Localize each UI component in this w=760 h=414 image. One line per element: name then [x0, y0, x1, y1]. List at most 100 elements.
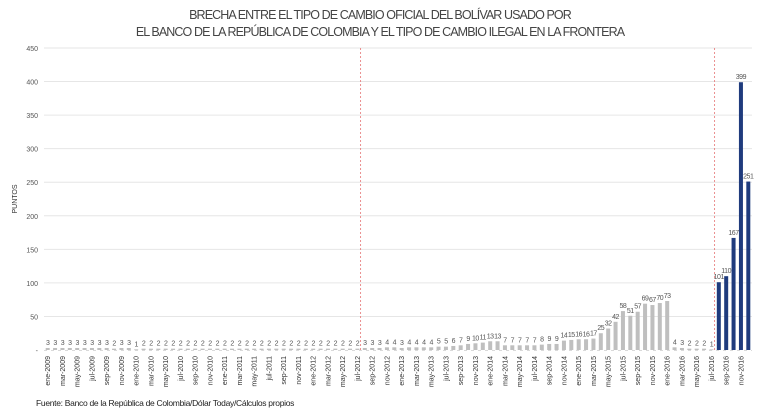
data-label: 15 — [568, 332, 575, 339]
bar — [429, 347, 434, 350]
bar — [488, 341, 493, 350]
x-tick-label: sep-2011 — [281, 356, 288, 385]
bar — [207, 348, 212, 350]
data-label: 7 — [459, 337, 463, 344]
data-label: 3 — [90, 340, 94, 347]
data-label: 2 — [230, 341, 234, 348]
data-label: 3 — [378, 340, 382, 347]
data-label: 2 — [289, 341, 293, 348]
bar — [53, 347, 58, 350]
bar — [67, 347, 72, 350]
bar — [576, 339, 581, 350]
data-label: 6 — [452, 338, 456, 345]
x-tick-label: jul-2012 — [355, 356, 362, 382]
data-label: 2 — [695, 341, 699, 348]
x-tick-label: sep-2012 — [370, 356, 377, 385]
bar — [340, 348, 345, 350]
y-tick-label: 50 — [30, 314, 38, 321]
source-note: Fuente: Banco de la República de Colombi… — [36, 398, 295, 408]
data-label: 2 — [334, 341, 338, 348]
bar — [362, 347, 367, 350]
x-tick-label: may-2015 — [606, 356, 613, 387]
data-label: 57 — [634, 304, 641, 311]
bar — [436, 346, 441, 350]
data-label: 42 — [612, 314, 619, 321]
data-label: 3 — [370, 340, 374, 347]
data-label: 2 — [326, 341, 330, 348]
bar — [643, 303, 648, 350]
bar — [517, 345, 522, 350]
bar — [399, 347, 404, 350]
data-label: 2 — [216, 341, 220, 348]
data-label: 10 — [472, 335, 479, 342]
bar — [82, 347, 87, 350]
bar — [259, 348, 264, 350]
bar — [569, 339, 574, 350]
x-tick-label: nov-2016 — [738, 356, 745, 385]
bar — [650, 305, 655, 350]
data-label: 2 — [164, 341, 168, 348]
bar — [702, 348, 707, 350]
bar — [60, 347, 65, 350]
data-label: 3 — [680, 340, 684, 347]
data-label: 4 — [673, 339, 677, 346]
x-tick-label: ene-2011 — [222, 356, 229, 385]
x-tick-label: nov-2015 — [650, 356, 657, 385]
x-tick-label: mar-2011 — [237, 356, 244, 386]
x-tick-label: nov-2009 — [119, 356, 126, 385]
bar — [628, 315, 633, 350]
data-label: 16 — [583, 331, 590, 338]
x-tick-label: may-2014 — [517, 356, 524, 387]
data-label: 4 — [422, 339, 426, 346]
bar — [679, 347, 684, 350]
x-tick-label: jul-2013 — [443, 356, 450, 382]
x-tick-label: may-2009 — [75, 356, 82, 387]
bar — [348, 348, 353, 350]
bar — [532, 345, 537, 350]
data-label: 2 — [179, 341, 183, 348]
data-label: 251 — [743, 174, 754, 181]
x-tick-label: may-2010 — [163, 356, 170, 387]
bar — [377, 347, 382, 350]
bar — [443, 346, 448, 350]
data-label: 69 — [642, 296, 649, 303]
data-label: 2 — [112, 341, 116, 348]
bar — [215, 348, 220, 350]
y-tick-label: 150 — [26, 247, 38, 254]
bar — [148, 348, 153, 350]
bar — [466, 343, 471, 350]
data-label: 4 — [393, 339, 397, 346]
x-tick-label: mar-2012 — [325, 356, 332, 386]
bar — [303, 348, 308, 350]
y-tick-label: 200 — [26, 214, 38, 221]
bar — [731, 237, 736, 350]
data-label: 2 — [348, 341, 352, 348]
x-tick-label: sep-2013 — [458, 356, 465, 385]
data-label: 70 — [656, 295, 663, 302]
data-label: 14 — [560, 333, 567, 340]
x-tick-label: jul-2011 — [266, 356, 273, 381]
data-label: 2 — [267, 341, 271, 348]
data-label: 3 — [363, 340, 367, 347]
x-tick-label: jul-2015 — [620, 356, 627, 382]
bar — [266, 348, 271, 350]
data-label: 2 — [245, 341, 249, 348]
data-label: 3 — [120, 340, 124, 347]
data-label: 2 — [149, 341, 153, 348]
x-tick-label: mar-2009 — [60, 356, 67, 386]
bar — [274, 348, 279, 350]
bar — [613, 321, 618, 350]
data-label: 73 — [664, 293, 671, 300]
bar — [171, 348, 176, 350]
bar — [414, 347, 419, 350]
y-tick-label: 300 — [26, 147, 38, 154]
x-tick-label: jul-2016 — [709, 356, 716, 382]
data-label: 67 — [649, 297, 656, 304]
data-label: 2 — [171, 341, 175, 348]
x-tick-label: mar-2010 — [148, 356, 155, 386]
bar — [657, 303, 662, 350]
data-label: 16 — [575, 331, 582, 338]
y-tick-label: - — [36, 348, 39, 355]
bar — [473, 343, 478, 350]
bar — [635, 311, 640, 350]
